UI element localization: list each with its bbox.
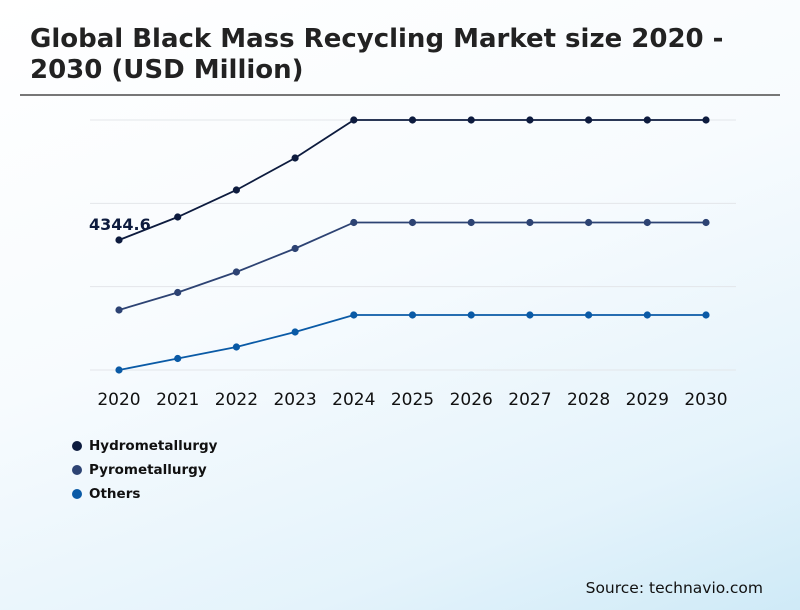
- x-tick-label: 2028: [567, 390, 610, 410]
- data-label: 4344.6: [89, 215, 151, 234]
- data-point: [174, 354, 182, 363]
- data-point: [526, 116, 534, 124]
- x-tick-label: 2020: [97, 390, 140, 410]
- data-point: [115, 306, 123, 314]
- data-point: [467, 116, 475, 124]
- data-point: [643, 218, 651, 227]
- x-tick-label: 2025: [391, 390, 434, 410]
- data-point: [467, 311, 475, 319]
- data-point: [702, 218, 710, 227]
- data-point: [291, 154, 299, 162]
- data-point: [643, 311, 651, 319]
- legend-marker-icon: [72, 465, 82, 475]
- data-point: [585, 311, 593, 319]
- x-tick-label: 2029: [626, 390, 669, 410]
- data-point: [350, 116, 358, 124]
- data-point: [408, 218, 417, 227]
- data-point: [291, 244, 299, 253]
- series-line-others: [118, 314, 706, 371]
- data-point: [291, 328, 299, 336]
- x-tick-label: 2030: [684, 390, 727, 410]
- legend-label: Others: [89, 486, 141, 502]
- data-point: [232, 186, 240, 194]
- data-point: [232, 268, 240, 276]
- legend-label: Hydrometallurgy: [89, 438, 218, 454]
- data-point: [408, 311, 417, 319]
- legend: Hydrometallurgy Pyrometallurgy Others: [72, 434, 217, 506]
- x-tick-label: 2022: [215, 390, 258, 410]
- legend-label: Pyrometallurgy: [89, 462, 207, 478]
- data-point: [115, 236, 123, 244]
- title-divider: [20, 94, 780, 96]
- data-point: [467, 218, 475, 227]
- data-point: [526, 311, 534, 319]
- data-point: [408, 116, 417, 124]
- chart-title: Global Black Mass Recycling Market size …: [30, 24, 724, 85]
- legend-item-pyrometallurgy: Pyrometallurgy: [72, 458, 217, 482]
- data-point: [174, 213, 182, 221]
- data-point: [585, 218, 593, 227]
- x-tick-label: 2021: [156, 390, 199, 410]
- data-point: [232, 343, 240, 351]
- legend-marker-icon: [72, 489, 82, 499]
- legend-item-hydrometallurgy: Hydrometallurgy: [72, 434, 217, 458]
- data-point: [585, 116, 593, 124]
- data-point: [115, 366, 123, 374]
- legend-marker-icon: [72, 441, 82, 451]
- data-point: [350, 311, 358, 319]
- line-chart: 2020 2021 2022 2023 2024 2025 2026 2027 2028 2029…: [89, 116, 736, 410]
- series-line-pyrometallurgy: [118, 221, 706, 311]
- data-point: [174, 288, 182, 297]
- data-point: [350, 218, 358, 227]
- data-point: [526, 218, 534, 227]
- x-tick-label: 2026: [450, 390, 493, 410]
- x-tick-label: 2027: [508, 390, 551, 410]
- data-point: [643, 116, 651, 124]
- legend-item-others: Others: [72, 482, 217, 506]
- source-credit: Source: technavio.com: [585, 579, 763, 597]
- data-point: [702, 116, 710, 124]
- x-tick-label: 2024: [332, 390, 375, 410]
- data-point: [702, 311, 710, 319]
- x-tick-label: 2023: [273, 390, 316, 410]
